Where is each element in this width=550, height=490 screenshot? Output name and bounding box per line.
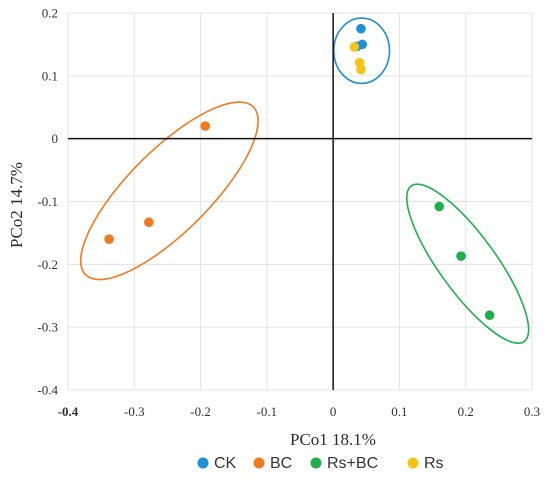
y-tick-label: -0.4 [37,383,58,398]
legend-label-bc: BC [270,455,292,472]
point-rs-bc [484,310,495,321]
y-tick-label: 0 [52,131,59,146]
x-tick-label: -0.4 [58,404,79,419]
x-tick-label: 0.1 [391,404,407,419]
point-bc [200,121,211,131]
x-tick-label: 0.3 [524,404,540,419]
point-ck [356,23,366,34]
point-rs [349,42,360,52]
y-tick-label: -0.2 [37,257,58,272]
point-rs-bc [456,251,466,261]
zero-axes [68,13,532,390]
y-tick-label: -0.1 [37,194,58,209]
confidence-ellipses [79,17,530,345]
tick-labels: -0.4 -0.3 -0.2 -0.1 0 0.1 0.2 0.3 0.2 0.1 0 -0.1 -0.… [37,6,540,420]
legend-marker-rs-bc [310,457,322,469]
y-tick-label: 0.2 [42,6,58,21]
point-rs-bc [434,201,445,212]
legend-marker-bc [253,457,265,469]
y-tick-label: 0.1 [42,68,58,83]
grid-lines [67,12,533,391]
x-axis-title: PCo1 18.1% [290,430,376,449]
y-axis-title: PCo2 14.7% [7,162,26,248]
ellipse-rs-bc [405,183,530,345]
x-tick-label: 0 [330,404,337,419]
legend-label-ck: CK [214,455,237,472]
x-tick-label: -0.1 [257,404,278,419]
point-bc [144,217,154,228]
point-bc [104,234,114,244]
x-tick-label: -0.3 [124,404,145,419]
legend-label-rs-bc: Rs+BC [327,455,378,472]
legend-marker-rs [407,457,419,469]
x-tick-label: 0.2 [458,404,474,419]
y-tick-label: -0.3 [37,320,58,335]
ellipse-bc [79,101,259,281]
legend-label-rs: Rs [424,455,444,472]
legend-marker-ck [197,457,209,469]
point-rs [356,64,366,75]
data-points [104,23,495,321]
x-tick-label: -0.2 [190,404,211,419]
legend: CK BC Rs+BC Rs [197,455,444,472]
